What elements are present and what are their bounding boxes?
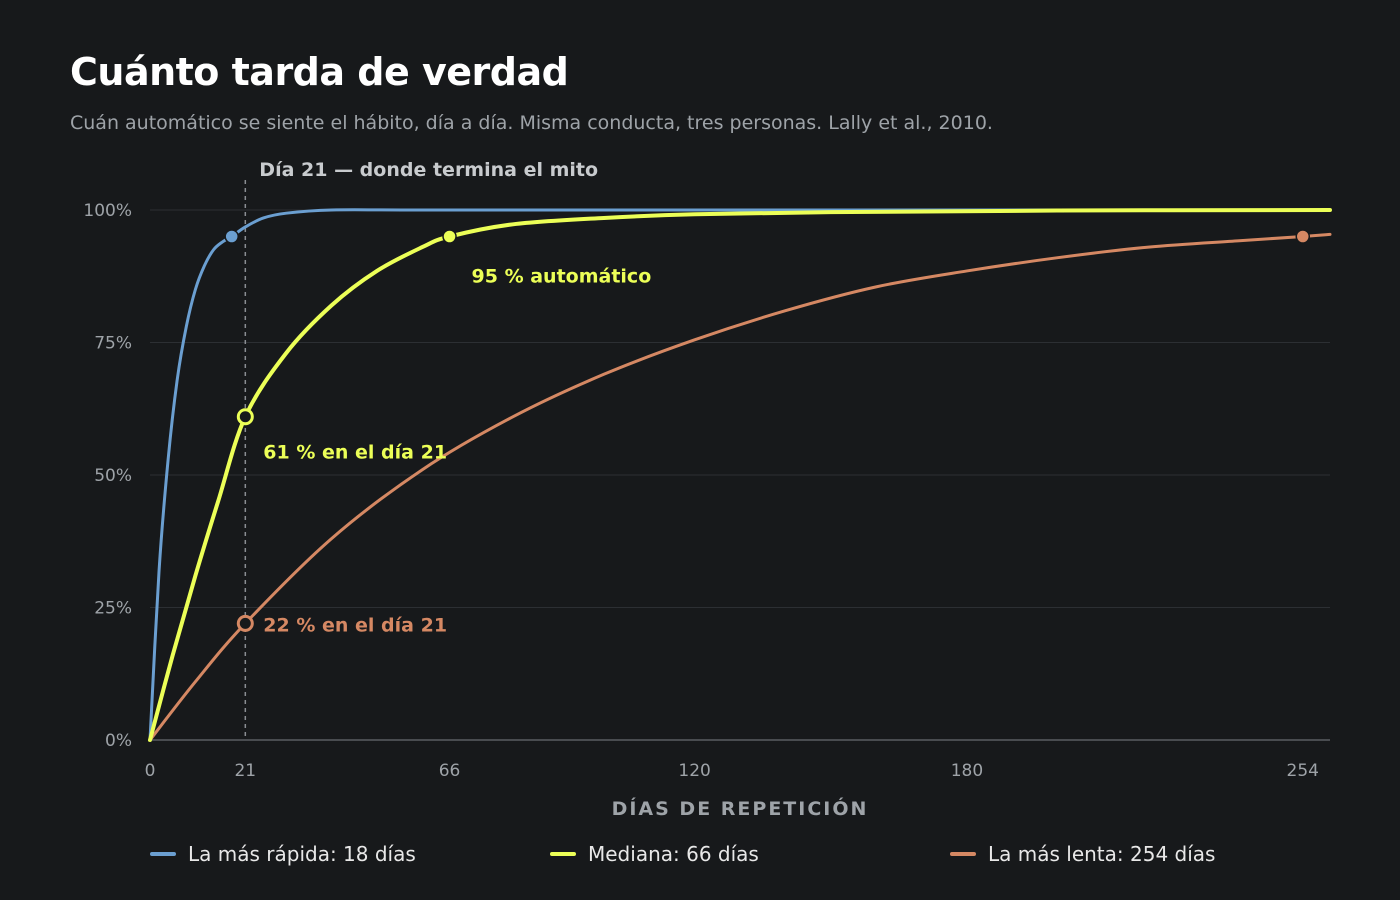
- legend-item-median: Mediana: 66 días: [550, 842, 759, 866]
- legend-label-slow: La más lenta: 254 días: [988, 842, 1216, 866]
- x-axis-title: DÍAS DE REPETICIÓN: [612, 796, 869, 820]
- x-tick-label: 254: [1287, 761, 1319, 781]
- day-21-reference-label: Día 21 — donde termina el mito: [259, 159, 598, 181]
- annotation-median-day-21: 61 % en el día 21: [263, 442, 447, 464]
- x-tick-label: 120: [678, 761, 710, 781]
- y-tick-label: 25%: [94, 599, 132, 619]
- legend-swatch-median: [550, 852, 576, 856]
- legend-swatch-slow: [950, 852, 976, 856]
- y-tick-label: 50%: [94, 466, 132, 486]
- x-tick-label: 66: [439, 761, 461, 781]
- legend-item-slow: La más lenta: 254 días: [950, 842, 1215, 866]
- marker-slow-day-21: [236, 614, 254, 632]
- marker-fast-day-18: [224, 229, 239, 244]
- chart-subtitle: Cuán automático se siente el hábito, día…: [70, 112, 993, 134]
- legend-swatch-fast: [150, 852, 176, 856]
- annotation-median-day-66: 95 % automático: [472, 266, 652, 288]
- legend-label-fast: La más rápida: 18 días: [188, 842, 416, 866]
- marker-median-day-66: [442, 229, 457, 244]
- legend-item-fast: La más rápida: 18 días: [150, 842, 416, 866]
- legend-label-median: Mediana: 66 días: [588, 842, 759, 866]
- annotation-slow-day-21: 22 % en el día 21: [263, 614, 447, 636]
- y-tick-label: 100%: [83, 201, 132, 221]
- chart-title: Cuánto tarda de verdad: [70, 50, 569, 94]
- marker-median-day-21: [236, 408, 254, 426]
- x-tick-label: 0: [145, 761, 156, 781]
- x-tick-label: 21: [234, 761, 256, 781]
- series-line-median: [148, 208, 1332, 742]
- series-line-slow: [148, 232, 1332, 742]
- habit-automaticity-chart: 0% 25% 50% 75% 100% 0 21 66 120 180 254 DÍAS DE REP…: [83, 159, 1332, 820]
- y-tick-label: 0%: [105, 731, 132, 751]
- x-tick-label: 180: [951, 761, 983, 781]
- y-tick-label: 75%: [94, 334, 132, 354]
- marker-slow-day-254: [1295, 229, 1311, 244]
